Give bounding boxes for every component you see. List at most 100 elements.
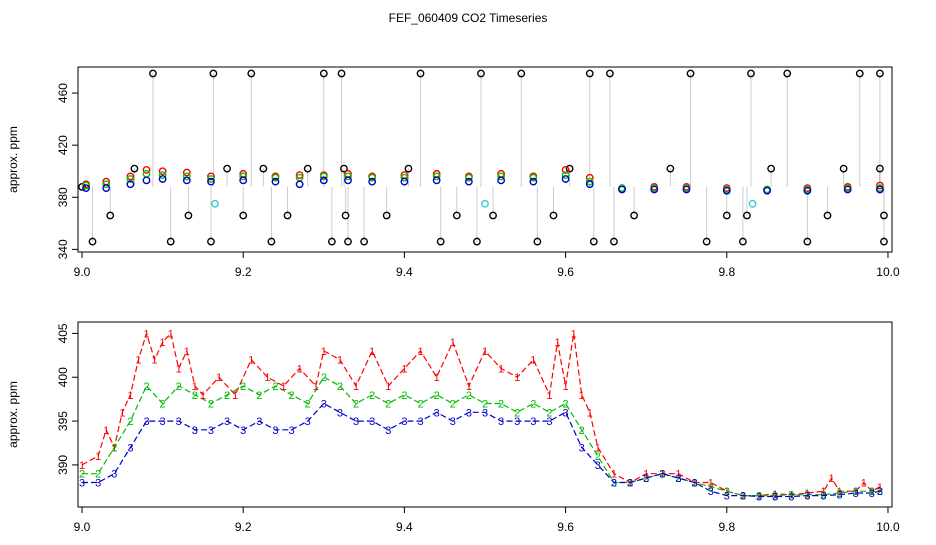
panel2-y-tick-label: 390 bbox=[56, 455, 70, 475]
panel2-series2-point: 2 bbox=[224, 390, 230, 402]
panel1-series1-point bbox=[337, 69, 346, 78]
panel2-series1-point: 1 bbox=[740, 491, 746, 503]
panel2-series2-point: 2 bbox=[546, 407, 552, 419]
panel2-series3-point: 3 bbox=[563, 407, 569, 419]
panel2-series2-point: 2 bbox=[675, 473, 681, 485]
panel1-series3-point bbox=[344, 172, 352, 181]
panel2-series3-point: 3 bbox=[417, 416, 423, 428]
panel1-series1-point bbox=[610, 237, 618, 246]
panel1-series1-point bbox=[722, 211, 731, 220]
panel2-series3-point: 3 bbox=[837, 490, 843, 502]
panel2-series2-point: 2 bbox=[466, 390, 472, 402]
panel1-series4-point bbox=[432, 176, 441, 185]
panel1-x-tick-label: 9.2 bbox=[235, 265, 252, 279]
panel2-series3-point: 3 bbox=[595, 460, 601, 472]
panel1-series1-point bbox=[743, 211, 751, 220]
panel1-series3-point bbox=[432, 172, 441, 181]
panel2-series3-line bbox=[82, 402, 881, 498]
panel2-series2-point: 2 bbox=[804, 490, 810, 502]
panel2-series3-point: 3 bbox=[208, 425, 214, 437]
panel2-series2-point: 2 bbox=[869, 486, 875, 498]
panel2-series1-point: 1 bbox=[280, 381, 286, 393]
panel1-series1-point bbox=[702, 237, 711, 246]
panel2-series1-point: 1 bbox=[143, 328, 149, 340]
panel2-series2-point: 2 bbox=[337, 381, 343, 393]
panel2-series2-point: 2 bbox=[530, 399, 536, 411]
panel1-series3-point bbox=[126, 175, 135, 183]
panel2-series2-point: 2 bbox=[192, 390, 198, 402]
panel1-series4-point bbox=[763, 186, 771, 195]
panel2-series1-point: 1 bbox=[530, 355, 536, 367]
panel2-series1-point: 1 bbox=[837, 486, 843, 498]
panel2-series2-point: 2 bbox=[877, 486, 883, 498]
panel2-series1-point: 1 bbox=[176, 363, 182, 375]
panel1-series5-point bbox=[211, 199, 219, 208]
panel2-series1-point: 1 bbox=[353, 381, 359, 393]
panel2-series2-point: 2 bbox=[820, 490, 826, 502]
panel2-series1-point: 1 bbox=[264, 372, 270, 384]
panel1-y-tick-label: 340 bbox=[56, 239, 70, 259]
panel2-series1-point: 1 bbox=[135, 355, 141, 367]
panel2-series3-point: 3 bbox=[369, 416, 375, 428]
panel1-series1-point bbox=[166, 237, 175, 246]
panel2-series3-point: 3 bbox=[611, 477, 617, 489]
panel1-series1-point bbox=[517, 69, 526, 78]
panel2-series1-point: 1 bbox=[95, 451, 101, 463]
panel2-series1-point: 1 bbox=[675, 469, 681, 481]
panel2-x-tick-label: 9.4 bbox=[396, 520, 413, 534]
panel2-series1-point: 1 bbox=[192, 381, 198, 393]
panel2-x-tick-label: 9.8 bbox=[718, 520, 735, 534]
panel1-series3-point bbox=[497, 172, 506, 181]
panel2-series2-point: 2 bbox=[401, 390, 407, 402]
panel2-series1-point: 1 bbox=[571, 328, 577, 340]
panel2-series1-point: 1 bbox=[232, 390, 238, 402]
panel2-series2-point: 2 bbox=[272, 381, 278, 393]
panel2-y-tick-label: 400 bbox=[56, 367, 70, 387]
panel1-series1-point bbox=[360, 237, 369, 246]
panel1-series3-point bbox=[585, 177, 594, 186]
panel1-series4-point bbox=[239, 176, 248, 185]
panel1-series4-point bbox=[182, 176, 191, 185]
panel1-series1-point bbox=[283, 211, 292, 220]
panel1-x-tick-label: 10.0 bbox=[876, 265, 900, 279]
panel2-x-tick-label: 9.6 bbox=[557, 520, 574, 534]
panel2-series1-point: 1 bbox=[450, 337, 456, 349]
panel2-series2-point: 2 bbox=[611, 477, 617, 489]
panel2-series2-point: 2 bbox=[498, 399, 504, 411]
panel1-series3-point bbox=[561, 171, 570, 180]
panel1-series1-point bbox=[630, 211, 638, 220]
panel2-series1-point: 1 bbox=[772, 489, 778, 501]
panel2-series3-point: 3 bbox=[143, 416, 149, 428]
panel2-series1-point: 1 bbox=[434, 372, 440, 384]
panel2-series3-point: 3 bbox=[401, 416, 407, 428]
panel2-series1-point: 1 bbox=[724, 486, 730, 498]
panel1-series1-point bbox=[209, 69, 218, 78]
panel2-series3-point: 3 bbox=[224, 416, 230, 428]
panel1-series3-point bbox=[529, 173, 538, 182]
panel2-series3-point: 3 bbox=[256, 416, 262, 428]
panel2-series1-point: 1 bbox=[828, 473, 834, 485]
panel1-x-tick-label: 9.8 bbox=[718, 265, 735, 279]
panel1-series4-point bbox=[207, 177, 215, 186]
panel1-series1-point bbox=[839, 164, 848, 173]
panel2-series1-point: 1 bbox=[820, 486, 826, 498]
panel2-series1-point: 1 bbox=[369, 346, 375, 358]
panel1-series1-point bbox=[606, 69, 614, 78]
panel2-y-tick-label: 405 bbox=[56, 323, 70, 343]
panel1-series1-point bbox=[880, 237, 888, 246]
panel2-series2-point: 2 bbox=[160, 399, 166, 411]
panel1-series1-point bbox=[327, 237, 336, 246]
panel1-series1-point bbox=[666, 164, 675, 173]
panel2-series1-point: 1 bbox=[160, 337, 166, 349]
panel2-series2-point: 2 bbox=[385, 399, 391, 411]
panel1-series1-point bbox=[452, 211, 461, 220]
panel2-series1-point: 1 bbox=[804, 488, 810, 500]
panel2-series3-point: 3 bbox=[804, 491, 810, 503]
panel1-y-tick-label: 380 bbox=[56, 187, 70, 207]
panel2-series2-point: 2 bbox=[837, 488, 843, 500]
panel2-series2-point: 2 bbox=[450, 399, 456, 411]
panel2-series2-point: 2 bbox=[95, 469, 101, 481]
panel1-series4-point bbox=[368, 177, 377, 186]
panel2-series3-point: 3 bbox=[708, 486, 714, 498]
